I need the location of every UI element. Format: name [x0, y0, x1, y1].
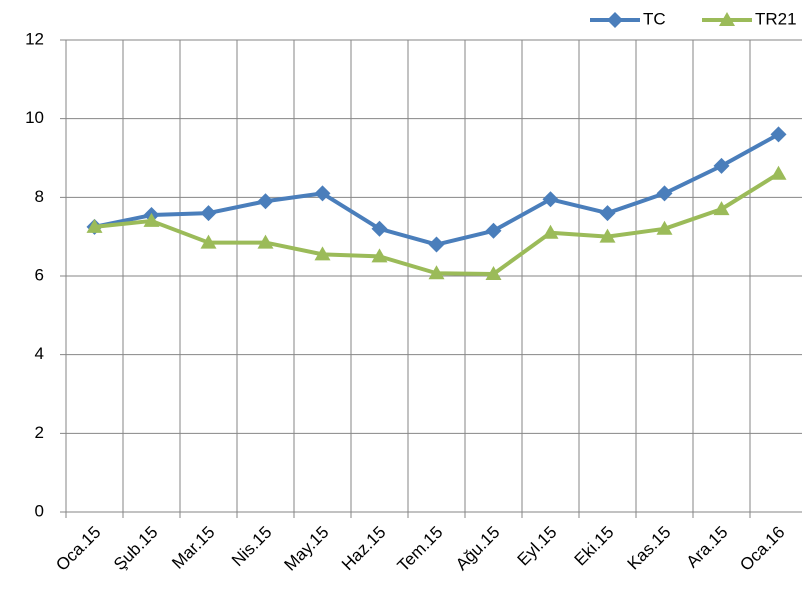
marker [428, 236, 445, 253]
y-tick-label: 6 [35, 265, 44, 284]
x-tick-label: May.15 [281, 523, 333, 575]
x-tick-label: Haz.15 [338, 523, 390, 575]
x-tick-label: Kas.15 [624, 523, 675, 574]
marker [656, 220, 673, 235]
marker [542, 191, 559, 208]
marker [656, 185, 673, 202]
marker [314, 185, 331, 202]
marker [713, 157, 730, 174]
x-tick-label: Oca.16 [736, 523, 788, 575]
marker [428, 265, 445, 280]
x-tick-label: Nis.15 [228, 523, 276, 571]
marker [257, 193, 274, 210]
y-tick-label: 2 [35, 423, 44, 442]
marker [599, 205, 616, 222]
legend-label: TR21 [755, 9, 797, 28]
marker [713, 201, 730, 216]
marker [200, 234, 217, 249]
marker [607, 12, 623, 28]
marker [770, 165, 787, 180]
marker [485, 266, 502, 281]
marker [599, 228, 616, 243]
marker [371, 248, 388, 263]
marker [719, 12, 735, 26]
x-tick-label: Eyl.15 [514, 523, 561, 570]
x-tick-label: Ağu.15 [452, 523, 504, 575]
x-tick-label: Ara.15 [683, 523, 732, 572]
y-tick-label: 0 [35, 501, 44, 520]
marker [200, 205, 217, 222]
series-line [94, 132, 780, 247]
marker [485, 222, 502, 239]
y-tick-label: 4 [35, 344, 44, 363]
marker [257, 234, 274, 249]
marker [86, 218, 103, 233]
y-tick-label: 8 [35, 187, 44, 206]
marker [314, 246, 331, 261]
marker [542, 224, 559, 239]
x-tick-label: Tem.15 [394, 523, 447, 576]
x-tick-label: Mar.15 [168, 523, 218, 573]
x-tick-label: Şub.15 [110, 523, 162, 575]
y-tick-label: 12 [25, 29, 44, 48]
marker [143, 212, 160, 227]
marker [770, 126, 787, 143]
y-tick-label: 10 [25, 108, 44, 127]
marker [371, 220, 388, 237]
x-tick-label: Oca.15 [52, 523, 104, 575]
x-tick-label: Eki.15 [571, 523, 618, 570]
legend-label: TC [643, 9, 666, 28]
